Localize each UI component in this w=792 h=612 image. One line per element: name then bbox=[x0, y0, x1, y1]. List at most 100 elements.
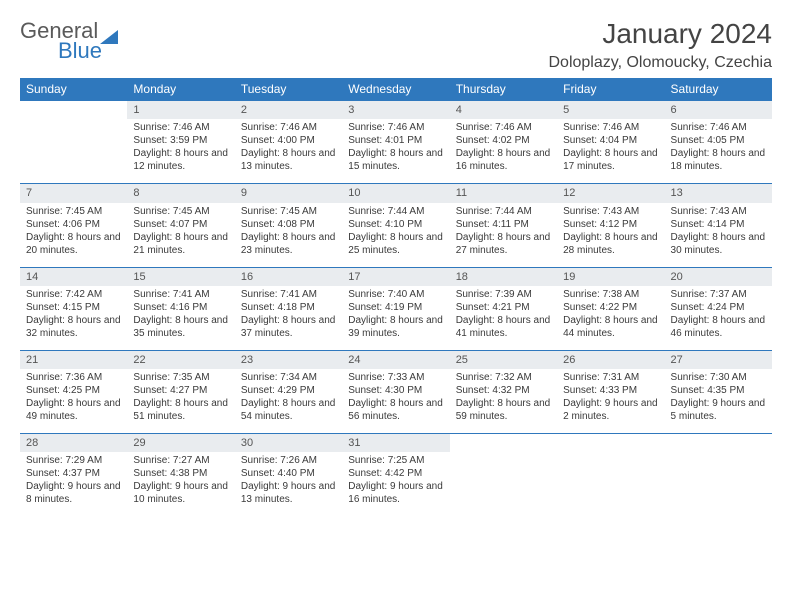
daylight: Daylight: 8 hours and 59 minutes. bbox=[456, 397, 551, 423]
sunset: Sunset: 4:00 PM bbox=[241, 134, 336, 147]
day-number: 12 bbox=[557, 184, 664, 203]
sunrise: Sunrise: 7:44 AM bbox=[348, 205, 443, 218]
day-details: Sunrise: 7:25 AMSunset: 4:42 PMDaylight:… bbox=[342, 452, 449, 516]
sunset: Sunset: 4:25 PM bbox=[26, 384, 121, 397]
day-number: 24 bbox=[342, 350, 449, 369]
sunset: Sunset: 4:30 PM bbox=[348, 384, 443, 397]
day-details: Sunrise: 7:46 AMSunset: 3:59 PMDaylight:… bbox=[127, 119, 234, 184]
day-details: Sunrise: 7:33 AMSunset: 4:30 PMDaylight:… bbox=[342, 369, 449, 434]
sunset: Sunset: 4:10 PM bbox=[348, 218, 443, 231]
daylight: Daylight: 8 hours and 28 minutes. bbox=[563, 231, 658, 257]
daylight: Daylight: 8 hours and 30 minutes. bbox=[671, 231, 766, 257]
sunset: Sunset: 4:29 PM bbox=[241, 384, 336, 397]
day-number: 16 bbox=[235, 267, 342, 286]
daylight: Daylight: 9 hours and 2 minutes. bbox=[563, 397, 658, 423]
sunrise: Sunrise: 7:46 AM bbox=[348, 121, 443, 134]
sunset: Sunset: 4:35 PM bbox=[671, 384, 766, 397]
sunset: Sunset: 4:21 PM bbox=[456, 301, 551, 314]
header: General Blue January 2024 Doloplazy, Olo… bbox=[20, 18, 772, 72]
day-number: 13 bbox=[665, 184, 772, 203]
day-details: Sunrise: 7:46 AMSunset: 4:05 PMDaylight:… bbox=[665, 119, 772, 184]
day-number: 22 bbox=[127, 350, 234, 369]
day-number: 27 bbox=[665, 350, 772, 369]
daylight: Daylight: 8 hours and 32 minutes. bbox=[26, 314, 121, 340]
sunrise: Sunrise: 7:44 AM bbox=[456, 205, 551, 218]
month-title: January 2024 bbox=[549, 18, 773, 50]
sunset: Sunset: 4:11 PM bbox=[456, 218, 551, 231]
day-details-row: Sunrise: 7:29 AMSunset: 4:37 PMDaylight:… bbox=[20, 452, 772, 516]
sunrise: Sunrise: 7:35 AM bbox=[133, 371, 228, 384]
location: Doloplazy, Olomoucky, Czechia bbox=[549, 54, 773, 72]
day-number: 25 bbox=[450, 350, 557, 369]
sunset: Sunset: 4:05 PM bbox=[671, 134, 766, 147]
sunset: Sunset: 4:32 PM bbox=[456, 384, 551, 397]
day-details: Sunrise: 7:46 AMSunset: 4:04 PMDaylight:… bbox=[557, 119, 664, 184]
day-number bbox=[450, 434, 557, 453]
day-number: 20 bbox=[665, 267, 772, 286]
sunset: Sunset: 4:40 PM bbox=[241, 467, 336, 480]
daylight: Daylight: 8 hours and 20 minutes. bbox=[26, 231, 121, 257]
day-header: Friday bbox=[557, 78, 664, 101]
daylight: Daylight: 8 hours and 41 minutes. bbox=[456, 314, 551, 340]
sunrise: Sunrise: 7:38 AM bbox=[563, 288, 658, 301]
sunset: Sunset: 4:19 PM bbox=[348, 301, 443, 314]
day-number: 26 bbox=[557, 350, 664, 369]
day-header: Monday bbox=[127, 78, 234, 101]
daylight: Daylight: 8 hours and 54 minutes. bbox=[241, 397, 336, 423]
day-details: Sunrise: 7:37 AMSunset: 4:24 PMDaylight:… bbox=[665, 286, 772, 351]
day-details: Sunrise: 7:38 AMSunset: 4:22 PMDaylight:… bbox=[557, 286, 664, 351]
daylight: Daylight: 8 hours and 35 minutes. bbox=[133, 314, 228, 340]
sunrise: Sunrise: 7:30 AM bbox=[671, 371, 766, 384]
day-number: 10 bbox=[342, 184, 449, 203]
day-details: Sunrise: 7:35 AMSunset: 4:27 PMDaylight:… bbox=[127, 369, 234, 434]
sunrise: Sunrise: 7:41 AM bbox=[133, 288, 228, 301]
sunrise: Sunrise: 7:27 AM bbox=[133, 454, 228, 467]
sunrise: Sunrise: 7:46 AM bbox=[671, 121, 766, 134]
day-details: Sunrise: 7:30 AMSunset: 4:35 PMDaylight:… bbox=[665, 369, 772, 434]
day-header-row: SundayMondayTuesdayWednesdayThursdayFrid… bbox=[20, 78, 772, 101]
day-details: Sunrise: 7:26 AMSunset: 4:40 PMDaylight:… bbox=[235, 452, 342, 516]
sunset: Sunset: 4:06 PM bbox=[26, 218, 121, 231]
day-number bbox=[665, 434, 772, 453]
day-number: 7 bbox=[20, 184, 127, 203]
brand-part2: Blue bbox=[58, 38, 118, 64]
brand-logo: General Blue bbox=[20, 18, 118, 64]
day-number bbox=[20, 101, 127, 120]
day-header: Wednesday bbox=[342, 78, 449, 101]
day-details: Sunrise: 7:41 AMSunset: 4:18 PMDaylight:… bbox=[235, 286, 342, 351]
daylight: Daylight: 8 hours and 12 minutes. bbox=[133, 147, 228, 173]
day-number: 2 bbox=[235, 101, 342, 120]
day-details bbox=[450, 452, 557, 516]
day-header: Thursday bbox=[450, 78, 557, 101]
day-number: 4 bbox=[450, 101, 557, 120]
day-number: 30 bbox=[235, 434, 342, 453]
day-details: Sunrise: 7:36 AMSunset: 4:25 PMDaylight:… bbox=[20, 369, 127, 434]
daylight: Daylight: 8 hours and 13 minutes. bbox=[241, 147, 336, 173]
day-number-row: 78910111213 bbox=[20, 184, 772, 203]
daylight: Daylight: 8 hours and 25 minutes. bbox=[348, 231, 443, 257]
daylight: Daylight: 8 hours and 51 minutes. bbox=[133, 397, 228, 423]
day-details: Sunrise: 7:46 AMSunset: 4:02 PMDaylight:… bbox=[450, 119, 557, 184]
day-details-row: Sunrise: 7:45 AMSunset: 4:06 PMDaylight:… bbox=[20, 203, 772, 268]
day-number: 21 bbox=[20, 350, 127, 369]
daylight: Daylight: 8 hours and 46 minutes. bbox=[671, 314, 766, 340]
sunrise: Sunrise: 7:25 AM bbox=[348, 454, 443, 467]
sunrise: Sunrise: 7:46 AM bbox=[241, 121, 336, 134]
sunrise: Sunrise: 7:45 AM bbox=[133, 205, 228, 218]
sunrise: Sunrise: 7:46 AM bbox=[563, 121, 658, 134]
day-details: Sunrise: 7:42 AMSunset: 4:15 PMDaylight:… bbox=[20, 286, 127, 351]
day-details-row: Sunrise: 7:42 AMSunset: 4:15 PMDaylight:… bbox=[20, 286, 772, 351]
sunset: Sunset: 3:59 PM bbox=[133, 134, 228, 147]
title-block: January 2024 Doloplazy, Olomoucky, Czech… bbox=[549, 18, 773, 72]
day-details-row: Sunrise: 7:46 AMSunset: 3:59 PMDaylight:… bbox=[20, 119, 772, 184]
daylight: Daylight: 8 hours and 56 minutes. bbox=[348, 397, 443, 423]
day-number bbox=[557, 434, 664, 453]
day-number: 23 bbox=[235, 350, 342, 369]
day-details: Sunrise: 7:40 AMSunset: 4:19 PMDaylight:… bbox=[342, 286, 449, 351]
sunrise: Sunrise: 7:41 AM bbox=[241, 288, 336, 301]
day-details: Sunrise: 7:45 AMSunset: 4:07 PMDaylight:… bbox=[127, 203, 234, 268]
sunrise: Sunrise: 7:45 AM bbox=[26, 205, 121, 218]
day-number-row: 123456 bbox=[20, 101, 772, 120]
sunrise: Sunrise: 7:46 AM bbox=[133, 121, 228, 134]
day-header: Tuesday bbox=[235, 78, 342, 101]
